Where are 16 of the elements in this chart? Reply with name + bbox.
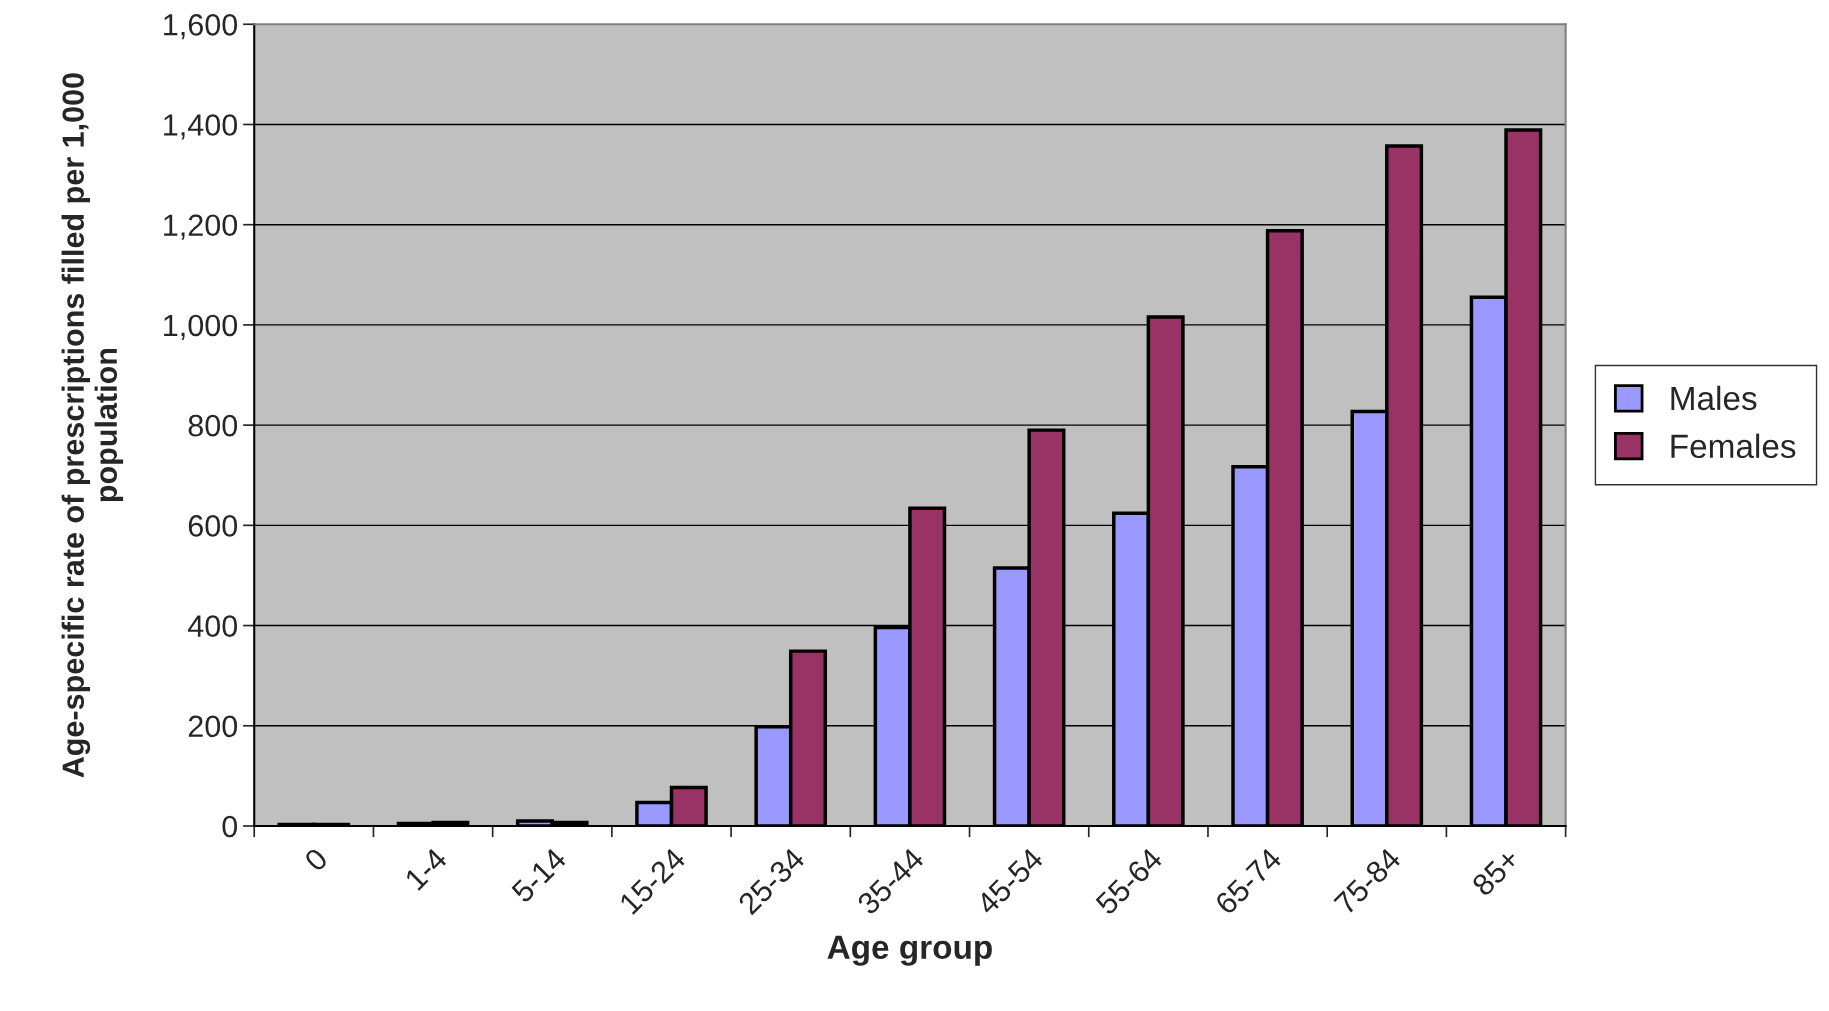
y-tick-label: 1,600: [164, 14, 238, 40]
x-tick-label: 85+: [1470, 847, 1521, 898]
y-tick-label: 200: [188, 715, 238, 738]
x-tick-label: 1-4: [404, 846, 449, 891]
y-tick-label: 1,000: [164, 314, 238, 340]
y-tick-label: 600: [188, 515, 238, 537]
y-tick-label: 400: [187, 615, 238, 637]
y-tick-label: 0: [222, 815, 238, 838]
x-tick-label: 0: [303, 846, 329, 873]
y-tick-label: 1,400: [164, 114, 238, 140]
legend-label: Males: [1671, 385, 1757, 411]
legend-label: Females: [1671, 433, 1796, 459]
y-tick-label: 1,200: [164, 214, 238, 240]
x-axis-title: Age group: [827, 935, 992, 966]
y-axis-title: Age-specific rate of prescriptions filled per 1,000 population: [61, 73, 124, 778]
y-tick-label: 800: [188, 414, 238, 437]
